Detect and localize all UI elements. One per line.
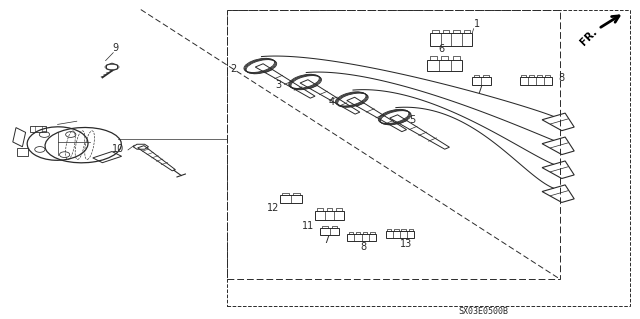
Bar (472, 77, 491, 85)
Text: FR.: FR. (579, 27, 599, 48)
Bar (227, 10, 560, 279)
Text: 8: 8 (558, 73, 564, 83)
Bar (520, 77, 552, 85)
Text: 1: 1 (474, 19, 480, 29)
Bar (315, 211, 344, 220)
Bar (17, 147, 28, 155)
Bar (280, 195, 303, 204)
Text: 13: 13 (400, 239, 413, 249)
Bar (347, 234, 376, 241)
Bar (320, 228, 339, 235)
Text: 4: 4 (328, 97, 335, 107)
Text: 11: 11 (302, 221, 315, 231)
Text: 3: 3 (275, 80, 282, 90)
Text: SX03E0500B: SX03E0500B (458, 307, 508, 315)
Text: 7: 7 (476, 85, 483, 95)
Bar (430, 33, 472, 46)
Text: 12: 12 (267, 203, 280, 212)
Text: 8: 8 (360, 242, 367, 252)
Text: 9: 9 (112, 43, 118, 53)
Bar (31, 126, 47, 132)
Text: 2: 2 (230, 64, 237, 74)
Text: 10: 10 (112, 144, 125, 153)
Text: 6: 6 (438, 44, 445, 54)
Text: 5: 5 (410, 115, 416, 125)
Bar (428, 60, 463, 71)
Text: 7: 7 (323, 235, 330, 245)
Bar (227, 10, 630, 306)
Bar (385, 231, 415, 238)
